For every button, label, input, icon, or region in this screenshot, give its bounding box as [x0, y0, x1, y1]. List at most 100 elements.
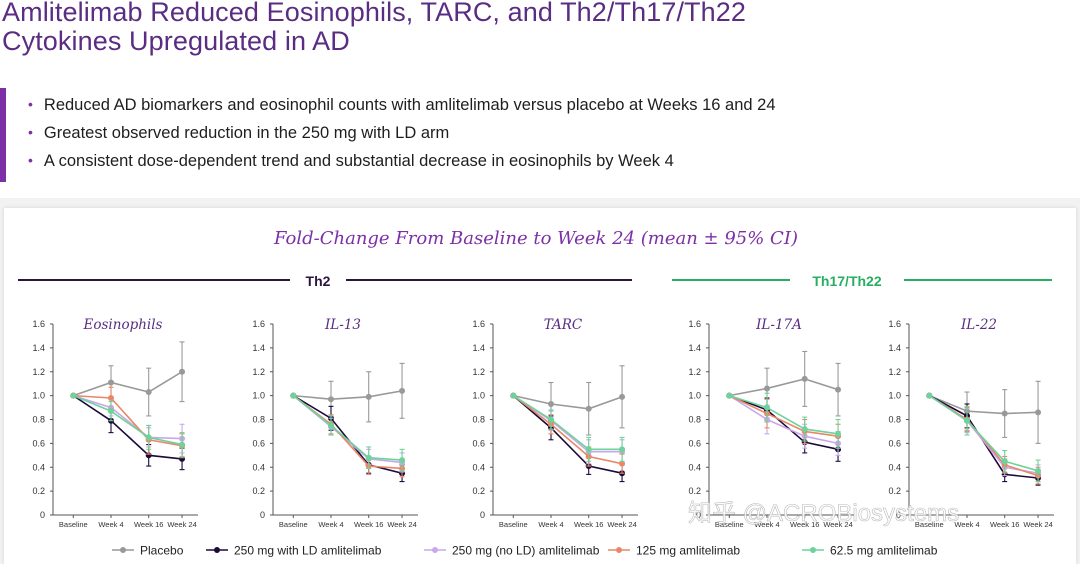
data-point [1035, 409, 1042, 416]
series-250-mg-no-ld-amlitelimab [510, 392, 626, 465]
series-125-mg-amlitelimab [290, 392, 406, 478]
data-point [179, 368, 186, 375]
y-tick-label: 1.4 [472, 343, 485, 353]
legend-label: Placebo [140, 544, 184, 558]
data-point [585, 405, 592, 412]
chart-eosinophils: 0 0.2 0.4 0.6 0.8 1.0 1.2 1.4 1.6 Baseline Week 4 W… [32, 317, 198, 529]
y-tick-label: 0 [696, 510, 701, 520]
slide-title-line-2: Cytokines Upregulated in AD [2, 26, 350, 56]
y-tick-label: 1.0 [472, 391, 485, 401]
y-tick-label: 1.2 [688, 367, 701, 377]
x-tick-label: Week 16 [790, 520, 819, 529]
y-tick-label: 0.8 [888, 415, 901, 425]
y-tick-label: 0.8 [32, 415, 45, 425]
chart-title: Eosinophils [83, 317, 163, 333]
chart-il-22: 0 0.2 0.4 0.6 0.8 1.0 1.2 1.4 1.6 Baseline Week 4 W… [888, 317, 1054, 529]
data-point [108, 379, 114, 386]
data-point [548, 416, 554, 423]
y-tick-label: 1.4 [252, 343, 265, 353]
series-line [72, 394, 183, 460]
y-tick-label: 1.0 [688, 391, 701, 401]
legend-item-125-mg-amlitelimab: 125 mg amlitelimab [608, 544, 740, 558]
x-tick-label: Baseline [59, 520, 88, 529]
data-point [1001, 458, 1008, 465]
y-tick-label: 0.2 [888, 486, 901, 496]
series-line [73, 394, 183, 447]
series-line [729, 378, 839, 397]
series-line [292, 394, 403, 461]
series-line [73, 371, 183, 397]
x-tick-label: Week 16 [354, 520, 383, 529]
data-point [108, 408, 114, 415]
series-line [513, 394, 623, 410]
series-line [729, 394, 839, 435]
y-tick-label: 0.2 [32, 486, 45, 496]
data-point [1001, 410, 1008, 417]
y-tick-label: 0.4 [32, 462, 45, 472]
y-tick-label: 1.6 [888, 319, 901, 329]
legend-item-250-mg-with-ld-amlitelimab: 250 mg with LD amlitelimab [206, 544, 382, 558]
data-point [179, 441, 186, 448]
series-line [928, 394, 1039, 472]
y-tick-label: 0.2 [688, 486, 701, 496]
series-line [928, 394, 1039, 477]
data-point [835, 386, 842, 393]
y-tick-label: 1.2 [888, 367, 901, 377]
bullet-dot-icon: • [28, 96, 33, 112]
series-line [72, 394, 183, 446]
x-tick-label: Week 4 [538, 520, 563, 529]
y-tick-label: 0.8 [472, 415, 485, 425]
data-point [764, 385, 770, 392]
x-tick-label: Week 4 [318, 520, 343, 529]
figure-title: Fold-Change From Baseline to Week 24 (me… [273, 228, 798, 249]
data-point [399, 457, 406, 464]
data-point [399, 387, 406, 394]
series-placebo [510, 365, 626, 436]
chart-title: TARC [544, 317, 583, 333]
bullet-item: • A consistent dose-dependent trend and s… [28, 152, 674, 171]
data-point [70, 392, 77, 399]
data-point [548, 400, 554, 407]
x-tick-label: Week 4 [98, 520, 123, 529]
data-point [290, 392, 297, 399]
series-placebo [726, 350, 842, 417]
chart-title: IL-13 [324, 317, 361, 333]
legend-marker-icon [432, 547, 438, 553]
legend: Placebo 250 mg with LD amlitelimab 250 mg … [112, 544, 938, 558]
y-tick-label: 0 [480, 510, 485, 520]
x-tick-label: Week 4 [754, 520, 779, 529]
legend-label: 62.5 mg amlitelimab [830, 544, 938, 558]
series-line [512, 394, 623, 465]
y-tick-label: 0 [896, 510, 901, 520]
chart-tarc: 0 0.2 0.4 0.6 0.8 1.0 1.2 1.4 1.6 Baseline Week 4 W… [472, 317, 638, 529]
y-tick-label: 1.6 [688, 319, 701, 329]
data-point [619, 446, 626, 453]
data-point [108, 395, 114, 402]
bullet-item: • Greatest observed reduction in the 250 … [28, 124, 449, 143]
data-point [926, 392, 933, 399]
series-line [512, 394, 623, 451]
series-62-5-mg-amlitelimab [70, 392, 186, 458]
data-point [619, 393, 626, 400]
series-line [73, 394, 183, 440]
series-line [512, 394, 623, 453]
data-point [801, 375, 808, 382]
data-point [801, 426, 808, 433]
legend-marker-icon [120, 547, 126, 553]
legend-marker-icon [616, 547, 622, 553]
slide-title-line-1: Amlitelimab Reduced Eosinophils, TARC, a… [2, 0, 746, 27]
charts-container: 0 0.2 0.4 0.6 0.8 1.0 1.2 1.4 1.6 Baseline Week 4 W… [32, 317, 1054, 529]
group-th2-label: Th2 [306, 273, 331, 289]
y-tick-label: 0.4 [252, 462, 265, 472]
y-tick-label: 0.4 [688, 462, 701, 472]
data-point [726, 392, 733, 399]
data-point [145, 389, 152, 396]
series-line [928, 394, 1039, 415]
legend-marker-icon [810, 547, 816, 553]
slide-title: Amlitelimab Reduced Eosinophils, TARC, a… [2, 0, 1062, 56]
y-tick-label: 1.4 [688, 343, 701, 353]
chart-il-13: 0 0.2 0.4 0.6 0.8 1.0 1.2 1.4 1.6 Baseline Week 4 W… [252, 317, 418, 529]
series-62-5-mg-amlitelimab [926, 392, 1042, 483]
legend-label: 125 mg amlitelimab [636, 544, 740, 558]
